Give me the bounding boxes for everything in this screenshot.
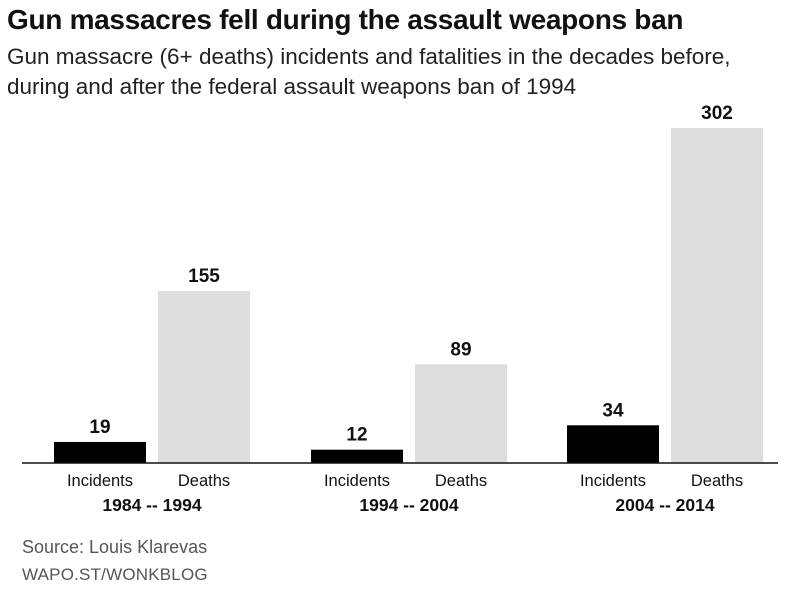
bar-1-1 [415, 364, 507, 463]
data-label-2-0: 34 [602, 400, 624, 421]
data-label-0-1: 155 [188, 266, 220, 287]
bar-sub-label-1-0: Incidents [324, 472, 390, 490]
bar-sub-label-2-1: Deaths [691, 472, 743, 490]
bar-1-0 [311, 449, 403, 463]
bar-sub-label-1-1: Deaths [435, 472, 487, 490]
bar-2-0 [567, 425, 659, 463]
bar-0-0 [54, 441, 146, 463]
data-label-1-1: 89 [450, 339, 471, 360]
source-note: Source: Louis Klarevas [22, 537, 208, 557]
data-label-1-0: 12 [346, 425, 367, 446]
chart-subtitle: Gun massacre (6+ deaths) incidents and f… [7, 44, 731, 99]
bar-sub-label-0-1: Deaths [178, 472, 230, 490]
category-label-0: 1984 -- 1994 [102, 495, 202, 515]
chart-title: Gun massacres fell during the assault we… [7, 4, 684, 35]
category-label-1: 1994 -- 2004 [359, 495, 459, 515]
data-label-2-1: 302 [701, 103, 733, 124]
bar-2-1 [671, 128, 763, 463]
data-label-0-0: 19 [89, 417, 110, 438]
credit-line: WAPO.ST/WONKBLOG [22, 565, 208, 584]
bar-0-1 [158, 291, 250, 463]
bar-sub-label-2-0: Incidents [580, 472, 646, 490]
bar-sub-label-0-0: Incidents [67, 472, 133, 490]
category-label-2: 2004 -- 2014 [615, 495, 715, 515]
